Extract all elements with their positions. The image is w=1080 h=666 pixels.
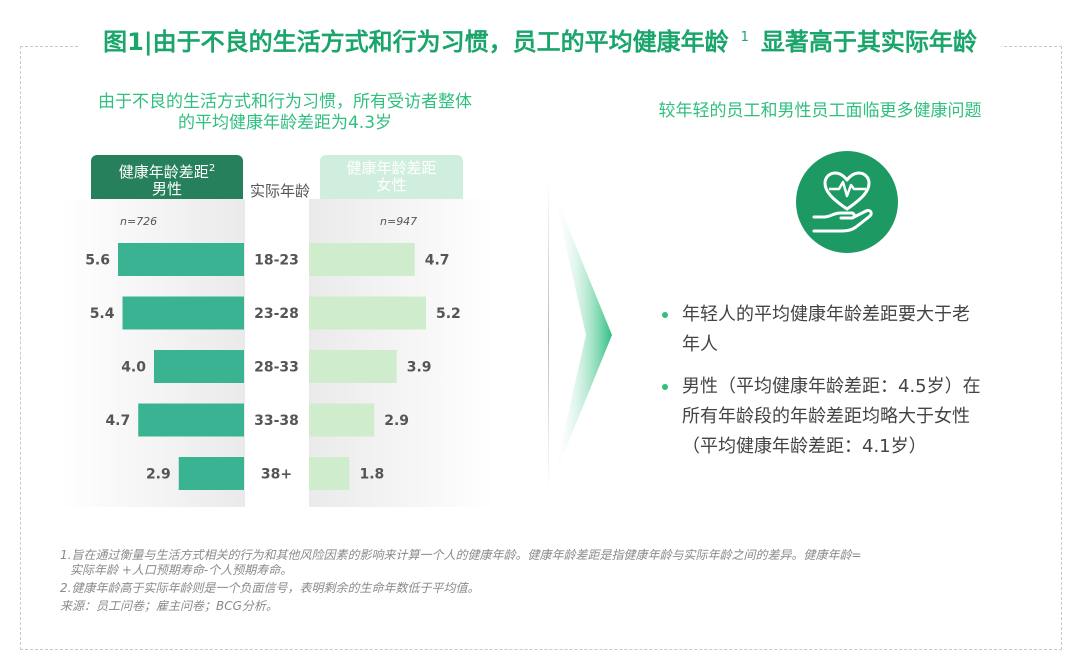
- female-bar-23-28: [309, 296, 426, 330]
- female-bar-33-38: [309, 403, 375, 437]
- female-value-label: 5.2: [436, 306, 461, 322]
- age-category-label: 23-28: [254, 306, 299, 322]
- female-header-line2: 女性: [376, 176, 407, 194]
- page-title: 图1|由于不良的生活方式和行为习惯，员工的平均健康年龄 1 显著高于其实际年龄: [0, 22, 1080, 57]
- title-tail: 显著高于其实际年龄: [748, 28, 989, 56]
- finding-1-line1: 年轻人的平均健康年龄差距要大于老: [682, 304, 970, 325]
- male-header-sup: 2: [208, 163, 216, 174]
- left-subtitle: 由于不良的生活方式和行为习惯，所有受访者整体 的平均健康年龄差距为4.3岁: [55, 92, 515, 134]
- male-value-label: 2.9: [146, 467, 171, 483]
- male-bar-33-38: [138, 403, 244, 437]
- finding-item-1: 年轻人的平均健康年龄差距要大于老 年人: [660, 300, 1030, 360]
- finding-2-line3: （平均健康年龄差距：4.1岁）: [682, 436, 927, 457]
- footnote-1: 1.旨在通过衡量与生活方式相关的行为和其他风险因素的影响来计算一个人的健康年龄。…: [60, 548, 1050, 578]
- female-value-label: 1.8: [360, 467, 385, 483]
- footnotes: 1.旨在通过衡量与生活方式相关的行为和其他风险因素的影响来计算一个人的健康年龄。…: [60, 548, 1050, 617]
- chevron-arrow-icon: [553, 190, 612, 480]
- male-header-line1: 健康年龄差距: [118, 163, 209, 181]
- female-header: 健康年龄差距 女性: [320, 155, 463, 199]
- male-value-label: 4.0: [121, 360, 146, 376]
- female-bar-18-23: [309, 243, 415, 276]
- female-value-label: 2.9: [384, 413, 409, 429]
- male-bar-28-33: [154, 350, 244, 383]
- male-header-line2: 男性: [151, 180, 182, 198]
- male-bar-18-23: [118, 243, 244, 276]
- actual-age-header: 实际年龄: [249, 182, 310, 200]
- findings-list: 年轻人的平均健康年龄差距要大于老 年人 男性（平均健康年龄差距：4.5岁）在 所…: [660, 300, 1030, 474]
- male-value-label: 5.4: [90, 306, 115, 322]
- male-bar-23-28: [122, 296, 244, 330]
- female-sample-size: n=947: [380, 215, 418, 228]
- title-footnote-mark: 1: [740, 30, 749, 45]
- left-subtitle-line2: 的平均健康年龄差距为4.3岁: [177, 113, 393, 133]
- section-divider: [548, 180, 549, 490]
- finding-2-line2: 所有年龄段的年龄差距均略大于女性: [682, 406, 970, 427]
- male-value-label: 5.6: [85, 253, 110, 269]
- finding-item-2: 男性（平均健康年龄差距：4.5岁）在 所有年龄段的年龄差距均略大于女性 （平均健…: [660, 372, 1030, 462]
- female-bar-38+: [309, 457, 350, 490]
- source-note: 来源：员工问卷；雇主问卷；BCG分析。: [60, 599, 278, 613]
- female-bar-28-33: [309, 350, 397, 383]
- finding-2-line1: 男性（平均健康年龄差距：4.5岁）在: [682, 376, 981, 397]
- female-value-label: 3.9: [407, 360, 432, 376]
- footnote-2: 2.健康年龄高于实际年龄则是一个负面信号，表明剩余的生命年数低于平均值。: [60, 581, 480, 595]
- male-sample-size: n=726: [120, 215, 158, 228]
- icon-circle: [796, 151, 898, 253]
- title-main: 图1|由于不良的生活方式和行为习惯，员工的平均健康年龄: [91, 28, 741, 56]
- right-subtitle: 较年轻的员工和男性员工面临更多健康问题: [658, 101, 982, 121]
- footnote-1b: 实际年龄 +人口预期寿命-个人预期寿命。: [70, 563, 293, 577]
- finding-1-line2: 年人: [682, 334, 718, 355]
- female-value-label: 4.7: [425, 253, 450, 269]
- age-category-label: 28-33: [254, 360, 299, 376]
- male-header: 健康年龄差距2 男性: [91, 155, 243, 199]
- age-category-label: 18-23: [254, 253, 299, 269]
- age-category-label: 38+: [261, 467, 292, 483]
- age-category-label: 33-38: [254, 413, 299, 429]
- male-bar-38+: [178, 457, 244, 490]
- left-subtitle-line1: 由于不良的生活方式和行为习惯，所有受访者整体: [98, 92, 472, 112]
- male-value-label: 4.7: [105, 413, 130, 429]
- female-header-line1: 健康年龄差距: [346, 159, 437, 177]
- footnote-1a: 1.旨在通过衡量与生活方式相关的行为和其他风险因素的影响来计算一个人的健康年龄。…: [60, 548, 862, 562]
- heart-in-hand-icon: [812, 171, 873, 233]
